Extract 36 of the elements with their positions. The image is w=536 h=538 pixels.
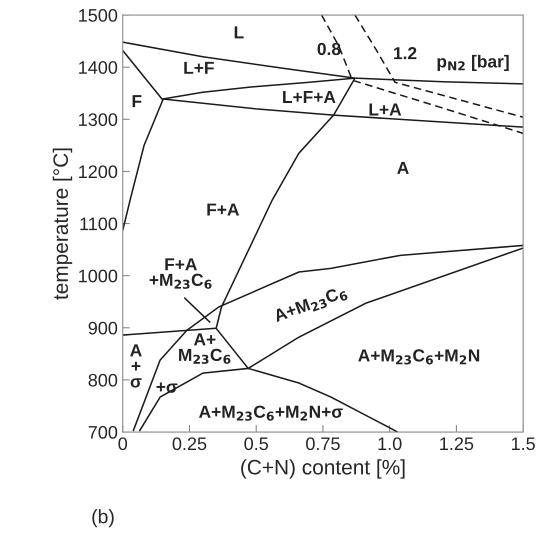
y-tick-label: 1100 <box>80 217 118 230</box>
y-tick-label: 1300 <box>79 113 118 126</box>
annotation: F <box>132 95 142 108</box>
y-tick-label: 900 <box>88 322 118 334</box>
y-tick-label: 1200 <box>79 165 118 178</box>
text: (b) <box>92 509 114 528</box>
annotation: L+F+A <box>283 91 336 103</box>
x-tick-label: 0.5 <box>244 437 268 450</box>
x-tick-label: 1.25 <box>440 437 474 450</box>
annotation: A+M$_{23}$C$_{6}$+M$_{2}$N <box>358 349 480 364</box>
annotation: A + σ <box>130 344 142 388</box>
annotation: 1.2 <box>394 47 416 60</box>
x-tick-label: 1.0 <box>378 437 402 450</box>
y-tick-label: 1500 <box>79 9 118 22</box>
annotation: A+M$_{23}$C$_{6}$+M$_{2}$N+σ <box>199 406 343 421</box>
annotation: A <box>397 162 409 174</box>
annotation: A+M$_{23}$C$_{6}$ <box>272 284 348 325</box>
annotation: 0.8 <box>318 42 340 56</box>
y-tick-label: 700 <box>88 426 118 439</box>
annotation: F+A +M$_{23}$C$_{6}$ <box>150 258 212 289</box>
x-tick-label: 0.75 <box>306 437 340 450</box>
y-tick-label: 800 <box>88 374 118 387</box>
y-axis-title: temperature [°C] <box>52 148 72 300</box>
annotation: A+ M$_{23}$C$_{6}$ <box>179 333 230 364</box>
y-tick-label: 1400 <box>79 61 118 74</box>
annotation: p$_{N2}$ [bar] <box>438 54 509 72</box>
x-axis-title: (C+N) content [%] <box>241 459 405 479</box>
annotation: L <box>234 26 244 38</box>
annotation: F+A <box>207 204 240 216</box>
y-tick-label: 1000 <box>79 270 118 282</box>
annotation: L+A <box>370 104 402 116</box>
annotation: +σ <box>156 382 178 393</box>
x-tick-label: 0.25 <box>172 437 206 450</box>
annotation: L+F <box>184 62 214 74</box>
x-tick-label: 1.5 <box>512 438 535 450</box>
x-tick-label: 0 <box>118 437 128 450</box>
